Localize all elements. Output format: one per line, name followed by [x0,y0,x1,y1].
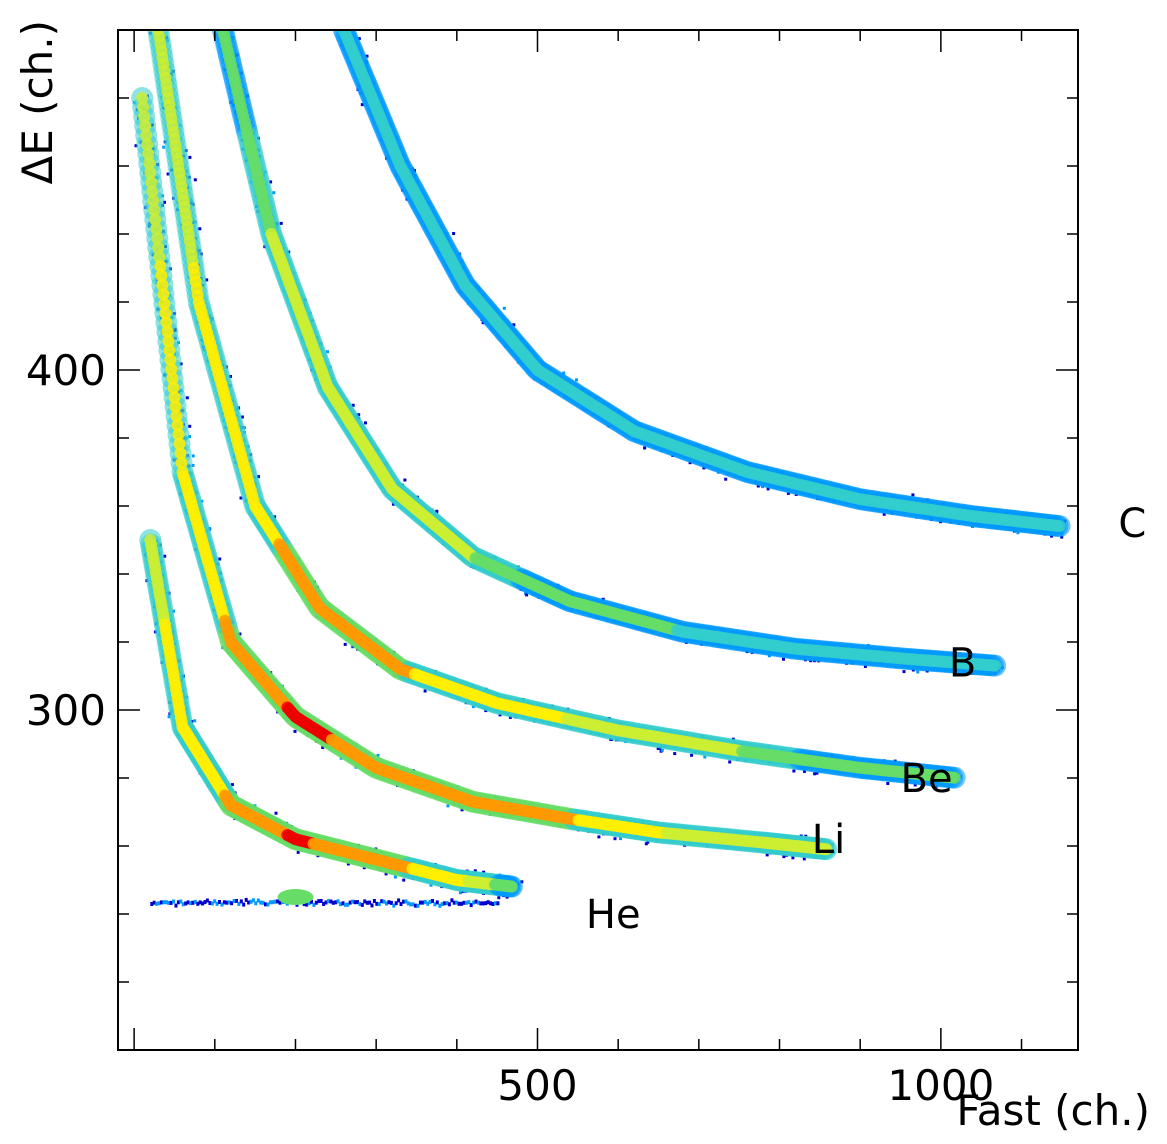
band-scatter-point [497,896,501,900]
band-scatter-point [191,454,195,458]
band-he [139,529,524,900]
band-scatter-point [446,804,450,808]
band-scatter-point [193,719,197,723]
band-scatter-point [293,729,297,733]
heatmap-bands [131,30,1071,908]
band-scatter-point [402,878,406,882]
band-scatter-point [188,424,192,428]
band-scatter-point [185,396,189,400]
band-scatter-point [179,362,183,366]
band-scatter-point [765,853,769,857]
band-scatter-point [886,782,890,785]
band-core-cell [505,880,518,893]
band-scatter-point [346,862,350,866]
band-scatter-point [728,760,732,764]
band-scatter-point [791,856,795,860]
band-b [211,30,1007,677]
band-scatter-point [191,463,195,467]
band-scatter-point [520,880,524,884]
band-scatter-point [429,883,433,887]
band-scatter-point [619,837,622,841]
band-scatter-point [384,872,388,876]
band-li [131,87,838,861]
band-scatter-point [393,875,397,879]
band-scatter-point [782,855,786,859]
band-scatter-point [163,200,166,204]
band-scatter-point [218,557,222,561]
band-scatter-point [188,435,191,439]
band-scatter-point [230,783,234,787]
band-scatter-point [458,891,462,895]
band-scatter-point [134,144,138,148]
band-scatter-point [343,642,347,646]
band-scatter-point [274,811,278,815]
band-scatter-point [644,842,648,846]
band-scatter-point [673,752,677,756]
band-scatter-point [802,857,806,861]
band-scatter-point [690,753,694,757]
band-scatter-point [646,840,650,844]
band-scatter-point [296,850,300,854]
band-scatter-point [613,837,617,841]
band-scatter-point [167,715,171,719]
band-scatter-point [813,772,817,776]
band-scatter-point [163,554,167,558]
band-scatter-point [193,178,197,182]
band-scatter-point [423,689,427,693]
band-scatter-point [660,748,664,752]
band-scatter-point [473,869,477,873]
band-scatter-point [321,746,325,749]
band-scatter-point [597,835,601,839]
band-scatter-point [792,769,796,773]
band-scatter-point [188,155,192,159]
band-scatter-point [460,808,464,812]
band-scatter-point [376,753,380,757]
